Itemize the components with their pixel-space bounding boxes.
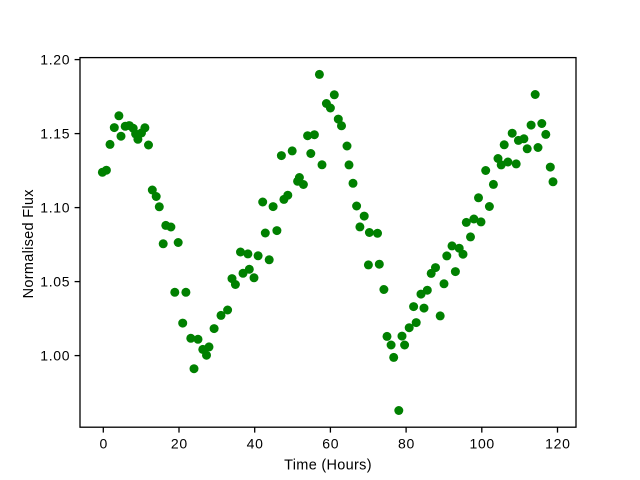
svg-text:20: 20 (171, 435, 188, 451)
svg-text:1.20: 1.20 (40, 52, 70, 68)
svg-text:100: 100 (469, 435, 494, 451)
svg-text:40: 40 (247, 435, 264, 451)
svg-text:80: 80 (398, 435, 415, 451)
svg-text:0: 0 (99, 435, 108, 451)
svg-text:Time (Hours): Time (Hours) (284, 458, 372, 474)
svg-text:1.05: 1.05 (40, 274, 70, 290)
svg-text:Normalised Flux: Normalised Flux (21, 189, 37, 299)
svg-text:1.00: 1.00 (40, 348, 70, 364)
svg-text:60: 60 (322, 435, 339, 451)
svg-text:120: 120 (545, 435, 570, 451)
svg-text:1.15: 1.15 (40, 126, 70, 142)
svg-text:1.10: 1.10 (40, 200, 70, 216)
